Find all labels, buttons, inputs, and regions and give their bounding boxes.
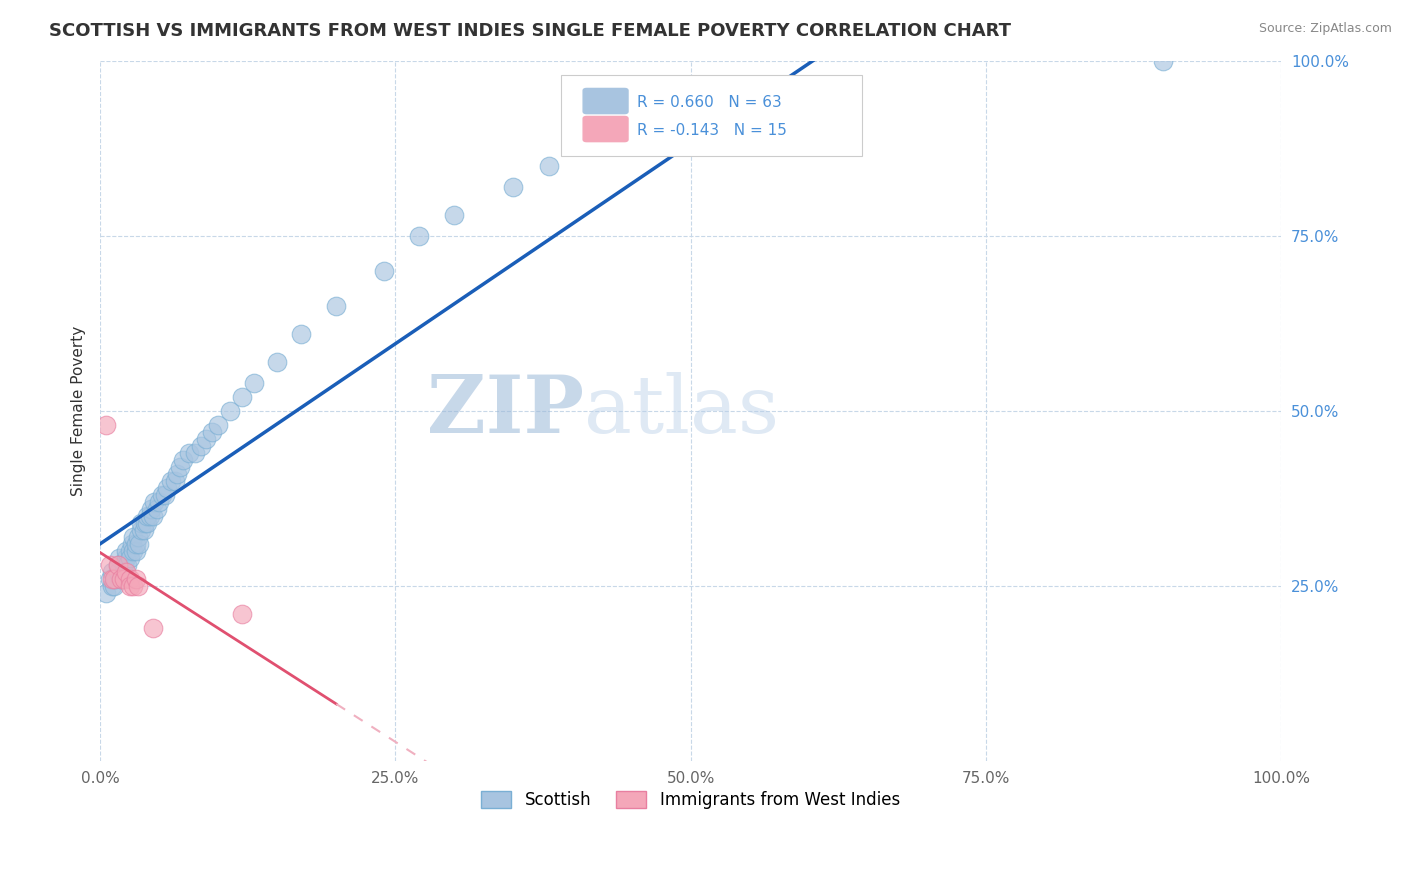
- Point: [122, 544, 145, 558]
- Point: [207, 418, 229, 433]
- Point: [373, 264, 395, 278]
- Point: [148, 495, 170, 509]
- Point: [127, 579, 149, 593]
- Point: [131, 516, 153, 530]
- Point: [143, 495, 166, 509]
- Point: [131, 523, 153, 537]
- Point: [107, 565, 129, 579]
- Point: [98, 558, 121, 573]
- Point: [136, 509, 159, 524]
- Point: [142, 621, 165, 635]
- FancyBboxPatch shape: [561, 75, 862, 155]
- Point: [121, 537, 143, 551]
- Point: [94, 586, 117, 600]
- Point: [110, 572, 132, 586]
- Point: [115, 551, 138, 566]
- Text: atlas: atlas: [585, 372, 779, 450]
- Point: [325, 299, 347, 313]
- Point: [122, 579, 145, 593]
- Point: [139, 502, 162, 516]
- Point: [156, 481, 179, 495]
- Point: [132, 523, 155, 537]
- Point: [219, 404, 242, 418]
- Point: [142, 509, 165, 524]
- Point: [136, 516, 159, 530]
- Point: [110, 572, 132, 586]
- Point: [290, 327, 312, 342]
- Point: [115, 565, 138, 579]
- Point: [107, 558, 129, 573]
- Point: [118, 544, 141, 558]
- Point: [94, 418, 117, 433]
- Point: [195, 432, 218, 446]
- Point: [124, 537, 146, 551]
- Point: [166, 467, 188, 482]
- Point: [112, 558, 135, 573]
- Point: [108, 551, 131, 566]
- Point: [118, 551, 141, 566]
- Point: [107, 558, 129, 573]
- Point: [124, 544, 146, 558]
- Point: [134, 516, 156, 530]
- Point: [443, 208, 465, 222]
- Point: [118, 572, 141, 586]
- Point: [242, 376, 264, 390]
- Point: [112, 572, 135, 586]
- Point: [118, 579, 141, 593]
- Text: ZIP: ZIP: [427, 372, 585, 450]
- Point: [101, 565, 124, 579]
- Point: [104, 572, 127, 586]
- Point: [408, 229, 430, 244]
- Point: [146, 502, 169, 516]
- Point: [138, 509, 160, 524]
- Point: [231, 607, 253, 621]
- Point: [117, 558, 139, 573]
- Point: [177, 446, 200, 460]
- Point: [160, 474, 183, 488]
- Point: [596, 131, 619, 145]
- Point: [502, 180, 524, 194]
- Text: Source: ZipAtlas.com: Source: ZipAtlas.com: [1258, 22, 1392, 36]
- Point: [231, 390, 253, 404]
- Text: R = -0.143   N = 15: R = -0.143 N = 15: [637, 123, 787, 138]
- Point: [115, 544, 138, 558]
- Point: [183, 446, 205, 460]
- Point: [98, 572, 121, 586]
- Point: [127, 530, 149, 544]
- Point: [103, 572, 125, 586]
- Point: [103, 579, 125, 593]
- Point: [190, 439, 212, 453]
- Point: [266, 355, 288, 369]
- FancyBboxPatch shape: [583, 88, 628, 113]
- Y-axis label: Single Female Poverty: Single Female Poverty: [72, 326, 86, 496]
- Point: [153, 488, 176, 502]
- Legend: Scottish, Immigrants from West Indies: Scottish, Immigrants from West Indies: [475, 784, 907, 816]
- Point: [201, 425, 224, 439]
- Point: [128, 537, 150, 551]
- Point: [122, 530, 145, 544]
- Point: [124, 572, 146, 586]
- Text: SCOTTISH VS IMMIGRANTS FROM WEST INDIES SINGLE FEMALE POVERTY CORRELATION CHART: SCOTTISH VS IMMIGRANTS FROM WEST INDIES …: [49, 22, 1011, 40]
- Text: R = 0.660   N = 63: R = 0.660 N = 63: [637, 95, 782, 110]
- Point: [169, 460, 191, 475]
- Point: [163, 474, 186, 488]
- Point: [172, 453, 194, 467]
- Point: [101, 572, 124, 586]
- Point: [537, 159, 560, 173]
- Point: [112, 565, 135, 579]
- Point: [1152, 54, 1174, 69]
- Point: [101, 579, 124, 593]
- Point: [150, 488, 173, 502]
- FancyBboxPatch shape: [583, 117, 628, 142]
